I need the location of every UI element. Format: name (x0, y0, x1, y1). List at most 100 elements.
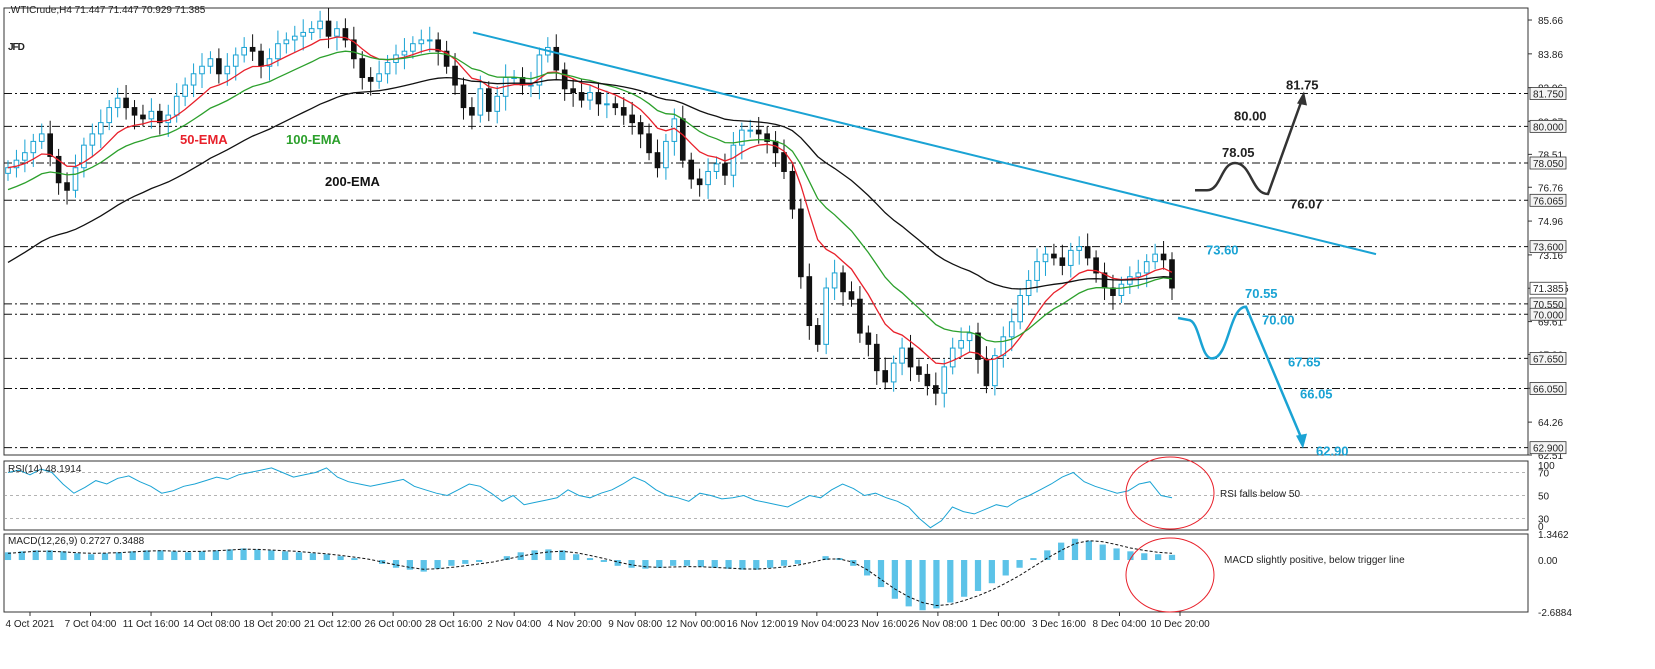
candle-body (713, 163, 720, 172)
candle-body (722, 163, 728, 176)
candle-body (1059, 257, 1066, 266)
candle-body (1135, 272, 1142, 278)
candle-body (1067, 249, 1074, 266)
candle-body (966, 332, 973, 342)
macd-highlight-circle (1125, 537, 1215, 613)
candle-body (1042, 253, 1049, 263)
candle-body (351, 39, 357, 60)
candle-body (814, 325, 821, 345)
candle-body (190, 73, 197, 86)
candle-body (578, 92, 585, 101)
candle-body (857, 298, 863, 334)
ema-200-line (7, 76, 1173, 290)
candle-body (435, 39, 441, 52)
candle-body (275, 43, 281, 60)
candle-body (1034, 261, 1040, 281)
candle-body (1017, 294, 1023, 323)
ema-100-line (7, 50, 1173, 343)
candle-body (173, 95, 180, 116)
price-panel-frame (3, 7, 1529, 456)
x-tick-label: 14 Oct 08:00 (183, 619, 241, 630)
candle-body (882, 370, 889, 383)
candle-body (1152, 253, 1158, 263)
candle-body (258, 50, 264, 67)
x-tick-label: 23 Nov 16:00 (848, 619, 908, 630)
macd-y-tick-label: -2.6884 (1538, 608, 1572, 619)
candle-body (308, 28, 315, 33)
candle-body (646, 133, 652, 154)
candle-body (38, 133, 45, 142)
candle-body (89, 133, 96, 146)
candle-body (367, 77, 374, 82)
level-axis-box (1529, 156, 1567, 170)
rsi-y-tick-label: 50 (1538, 492, 1550, 503)
downtrend-line (472, 31, 1377, 256)
level-axis-box (1529, 441, 1567, 455)
x-tick-label: 1 Dec 00:00 (971, 619, 1025, 630)
level-axis-label: 66.050 (1533, 384, 1564, 395)
x-tick-label: 3 Dec 16:00 (1032, 619, 1086, 630)
candle-body (485, 88, 492, 112)
candle-body (781, 152, 787, 172)
candle-body (97, 122, 104, 135)
price-y-tick-label: 62.51 (1538, 451, 1563, 462)
candle-body (924, 373, 931, 387)
candle-body (469, 107, 475, 116)
x-tick-label: 26 Nov 08:00 (908, 619, 968, 630)
level-annotation: 67.65 (1288, 354, 1321, 369)
candle-body (317, 20, 323, 30)
x-tick-label: 19 Nov 04:00 (787, 619, 847, 630)
candle-body (249, 46, 256, 52)
candle-body (933, 385, 939, 394)
level-axis-box (1529, 307, 1567, 321)
rsi-line (7, 467, 1173, 529)
candle-body (992, 355, 998, 387)
candle-body (907, 347, 914, 368)
level-axis-box (1529, 193, 1567, 207)
level-annotation: 80.00 (1234, 108, 1267, 123)
candle-body (553, 46, 560, 71)
x-tick-label: 21 Oct 12:00 (304, 619, 362, 630)
bullish-scenario-path (1195, 99, 1304, 196)
current-price-box (1529, 281, 1567, 295)
candle-body (730, 144, 737, 176)
price-y-tick-label: 76.76 (1538, 183, 1563, 194)
rsi-label: RSI(14) 48.1914 (8, 464, 82, 475)
candle-body (1118, 283, 1125, 296)
candle-body (764, 133, 770, 142)
level-axis-label: 80.000 (1533, 122, 1564, 133)
level-axis-label: 76.065 (1533, 196, 1564, 207)
candle-body (325, 20, 332, 37)
level-axis-box (1529, 240, 1567, 254)
price-y-tick-label: 69.61 (1538, 318, 1563, 329)
candle-body (789, 170, 796, 210)
candle-body (283, 39, 290, 45)
candle-body (848, 291, 855, 300)
price-y-tick-label: 83.86 (1538, 50, 1563, 61)
level-axis-box (1529, 87, 1567, 100)
candle-body (941, 366, 948, 394)
candle-body (899, 347, 905, 364)
level-annotation: 81.75 (1286, 77, 1319, 92)
rsi-y-tick-label: 30 (1538, 515, 1550, 526)
candle-body (755, 129, 762, 135)
price-y-tick-label: 85.66 (1538, 16, 1563, 27)
price-y-tick-label: 74.96 (1538, 217, 1563, 228)
candle-body (637, 122, 644, 135)
candle-body (13, 159, 20, 169)
candle-body (823, 287, 829, 345)
level-annotation: 70.55 (1245, 286, 1278, 301)
candle-body (232, 54, 239, 67)
candle-body (334, 28, 340, 37)
candle-body (30, 140, 37, 154)
candle-body (890, 362, 897, 383)
candle-body (1160, 253, 1167, 261)
candle-body (443, 50, 450, 67)
x-tick-label: 4 Nov 20:00 (548, 619, 602, 630)
candle-body (679, 118, 686, 161)
symbol-header: .WTICrude,H4 71.447 71.447 70.929 71.385 (8, 5, 206, 16)
candle-body (705, 170, 711, 186)
candle-body (739, 129, 745, 146)
